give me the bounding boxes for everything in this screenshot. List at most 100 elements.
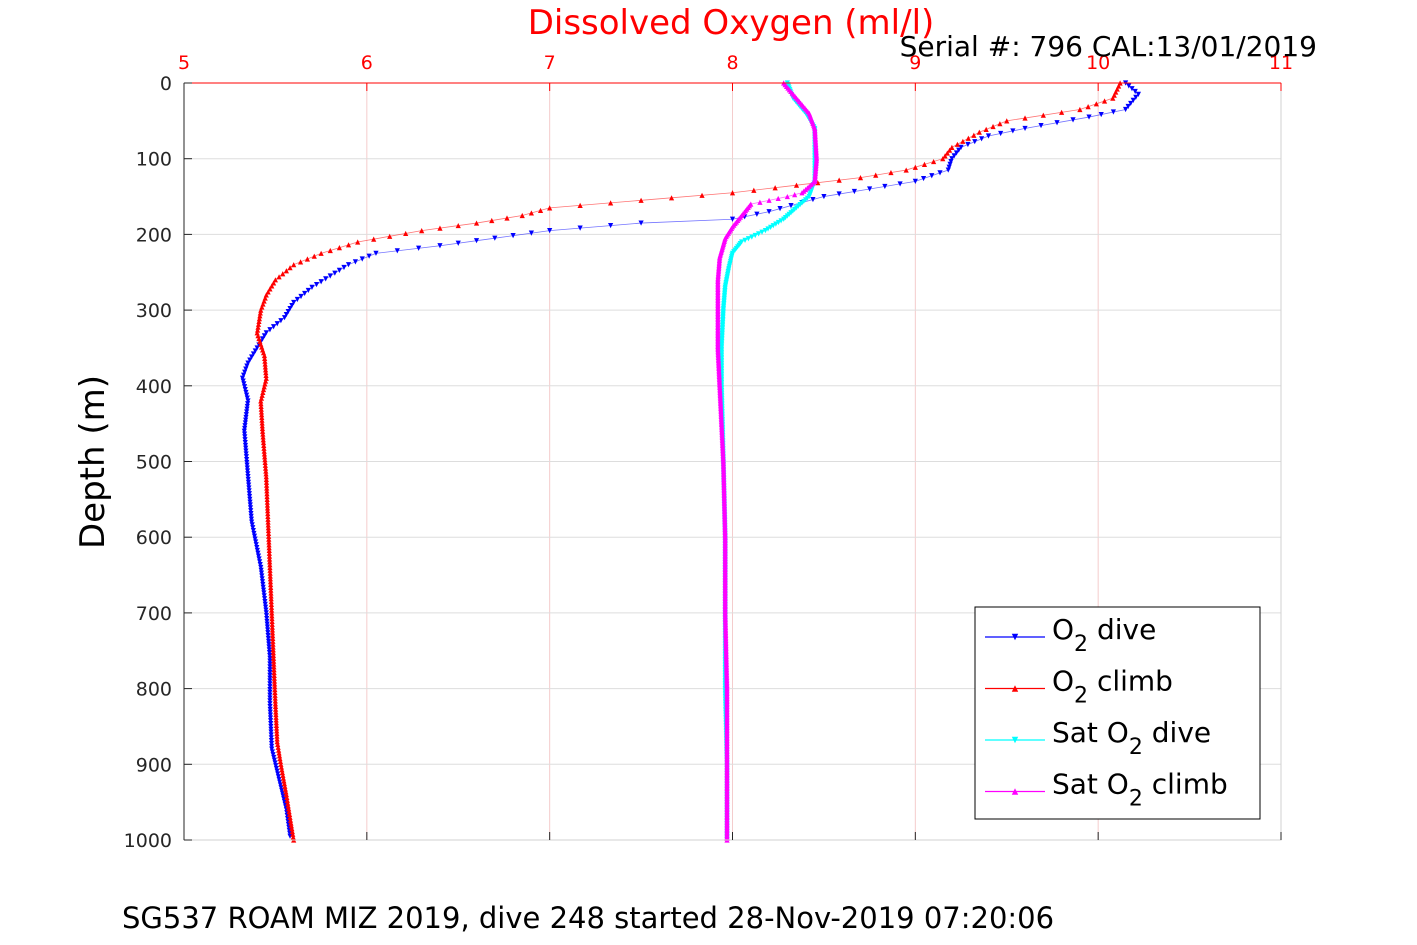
data-point [269,607,275,613]
data-point [276,747,282,753]
data-point [265,527,272,534]
data-point [253,539,259,545]
data-point [244,395,250,401]
data-point [281,315,288,321]
data-point [268,581,274,588]
data-point [1122,106,1129,113]
data-point [262,454,268,460]
data-point [272,277,279,283]
data-point [286,811,293,818]
data-point [267,669,273,676]
data-point [259,579,266,585]
data-point [243,389,249,396]
data-point [270,644,276,650]
data-point [492,235,498,241]
data-point [416,245,422,251]
data-point [277,782,284,788]
data-point [275,744,281,750]
data-point [269,283,275,289]
data-point [281,780,287,787]
data-point [873,172,879,178]
data-point [745,236,752,242]
legend-swatch-marker [1011,685,1019,692]
data-point [851,188,857,195]
data-point [241,431,248,437]
data-point [260,336,266,342]
data-point [264,491,270,497]
data-point [245,471,251,477]
data-point [273,765,280,772]
data-point [272,695,278,701]
data-point [259,576,265,582]
data-point [262,465,269,471]
data-point [261,445,267,451]
data-point [247,357,253,363]
data-point [359,256,365,262]
data-point [265,519,271,525]
data-point [263,479,270,485]
y-tick-label: 1000 [124,830,172,852]
data-point [437,225,443,231]
data-point [265,633,271,639]
data-point [699,192,705,198]
data-point [265,530,272,537]
y-tick-label: 500 [136,452,172,474]
data-point [264,493,270,500]
data-point [297,259,304,265]
data-point [241,384,248,390]
data-point [246,485,252,491]
data-point [262,364,268,370]
data-point [270,752,276,758]
data-point [1133,94,1139,100]
data-point [280,271,286,277]
data-point [248,513,254,519]
legend-label-main: Sat O [1052,768,1129,801]
data-point [289,828,295,835]
data-point [267,703,273,710]
data-point [253,542,259,548]
data-point [278,785,284,791]
data-point [1086,114,1092,120]
data-point [373,250,379,256]
legend-label-subscript: 2 [1129,787,1143,812]
chart-subtitle: Serial #: 796 CAL:13/01/2019 [900,30,1317,63]
data-point [263,613,270,619]
data-point [269,610,275,616]
data-point [729,190,736,196]
y-tick-label: 200 [136,224,172,246]
data-point [261,333,268,339]
data-point [903,167,909,173]
legend-swatch-marker [1011,736,1019,744]
data-point [668,195,675,201]
x-tick-label: 6 [361,52,373,74]
data-point [257,313,263,319]
data-point [775,219,782,226]
data-point [768,224,774,230]
data-point [262,462,268,468]
data-point [260,437,266,443]
data-point [770,223,776,229]
data-point [942,153,948,159]
data-point [289,826,295,832]
data-point [274,733,280,739]
data-point [270,652,277,659]
data-point [266,533,272,539]
data-point [249,354,255,360]
data-point [266,556,273,562]
legend-label-suffix: climb [1143,768,1228,801]
data-point [271,658,277,664]
data-point [756,231,762,237]
data-point [282,786,288,792]
data-point [271,754,277,761]
data-point [271,667,277,673]
y-tick-label: 800 [136,679,172,701]
data-point [260,581,266,588]
data-point [258,567,264,573]
data-point [1098,111,1104,118]
data-point [608,222,614,229]
data-point [246,493,253,500]
data-point [281,798,287,805]
data-point [547,228,553,234]
